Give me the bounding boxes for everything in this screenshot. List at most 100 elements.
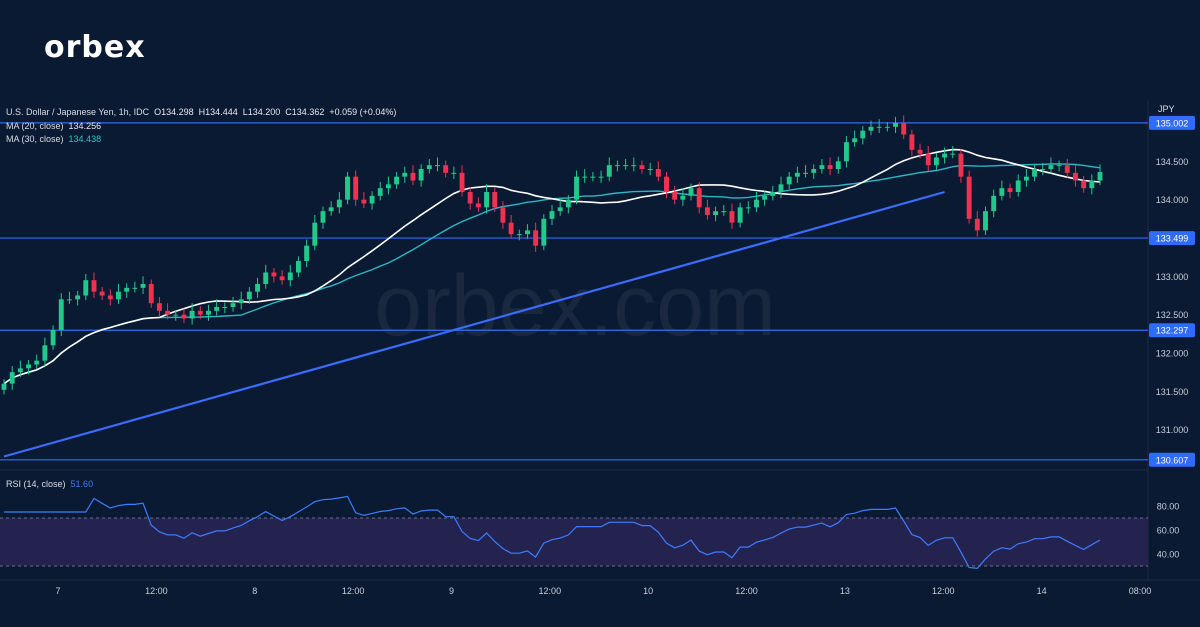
candle-body bbox=[214, 307, 220, 311]
candle-body bbox=[729, 211, 735, 223]
candle-body bbox=[525, 230, 530, 235]
candle-body bbox=[377, 188, 383, 196]
candle-body bbox=[116, 291, 121, 300]
candle-body bbox=[304, 245, 310, 261]
candle-body bbox=[1048, 165, 1054, 169]
candle-body bbox=[206, 310, 211, 315]
x-tick-label: 13 bbox=[840, 586, 850, 596]
candle-body bbox=[884, 126, 890, 128]
candle-body bbox=[107, 295, 113, 300]
candle-body bbox=[1032, 169, 1038, 177]
candle-body bbox=[165, 310, 171, 315]
candle-body bbox=[385, 184, 391, 189]
level-label: 130.607 bbox=[1156, 455, 1189, 465]
candle-body bbox=[819, 165, 825, 169]
candle-body bbox=[91, 280, 97, 292]
candle-body bbox=[443, 165, 449, 173]
candle-body bbox=[75, 295, 81, 300]
candle-body bbox=[66, 299, 72, 301]
candle-body bbox=[762, 195, 768, 200]
candle-body bbox=[843, 142, 849, 162]
candle-body bbox=[516, 234, 522, 236]
y-tick-label: 131.000 bbox=[1156, 425, 1189, 435]
candle-body bbox=[99, 291, 105, 296]
candle-body bbox=[893, 123, 898, 127]
candle-body bbox=[1023, 176, 1029, 181]
candle-body bbox=[402, 172, 408, 177]
x-tick-label: 10 bbox=[643, 586, 653, 596]
candle-body bbox=[17, 368, 23, 373]
trendline bbox=[3, 190, 945, 458]
ma30-legend: MA (30, close) 134.438 bbox=[6, 134, 101, 144]
candle-body bbox=[835, 161, 841, 169]
candle-body bbox=[189, 310, 195, 319]
rsi-tick-label: 40.00 bbox=[1157, 550, 1180, 560]
level-tag bbox=[1149, 323, 1195, 338]
candle-body bbox=[328, 207, 334, 212]
ohlc-high: H134.444 bbox=[198, 107, 238, 117]
candle-body bbox=[582, 176, 588, 178]
candle-body bbox=[639, 165, 645, 169]
candle-body bbox=[435, 165, 440, 167]
y-tick-label: 132.000 bbox=[1156, 349, 1189, 359]
candle-body bbox=[549, 211, 555, 219]
x-tick-label: 12:00 bbox=[539, 586, 562, 596]
candle-body bbox=[868, 126, 874, 131]
candle-body bbox=[966, 176, 972, 219]
candle-body bbox=[565, 199, 571, 208]
candle-body bbox=[246, 291, 252, 300]
candle-body bbox=[696, 188, 702, 208]
candle-body bbox=[500, 207, 506, 223]
candle-body bbox=[574, 176, 579, 200]
candle-body bbox=[623, 165, 629, 167]
ma20-legend: MA (20, close) 134.256 bbox=[6, 121, 101, 131]
ma30-value: 134.438 bbox=[68, 134, 102, 144]
candle-body bbox=[263, 272, 269, 284]
candle-body bbox=[811, 169, 817, 173]
candle-body bbox=[320, 211, 326, 223]
ohlc-open: O134.298 bbox=[154, 107, 194, 117]
candle-body bbox=[181, 314, 187, 319]
candle-body bbox=[34, 360, 40, 365]
candle-body bbox=[1040, 169, 1046, 170]
y-tick-label: 131.500 bbox=[1156, 387, 1189, 397]
candle-body bbox=[255, 284, 261, 292]
candle-body bbox=[50, 330, 56, 346]
candle-body bbox=[704, 207, 710, 215]
candle-body bbox=[459, 172, 465, 192]
candle-body bbox=[1015, 180, 1021, 192]
candle-body bbox=[590, 176, 596, 178]
rsi-value: 51.60 bbox=[70, 479, 94, 489]
candle-body bbox=[688, 188, 694, 196]
candle-body bbox=[394, 176, 400, 185]
candle-body bbox=[508, 222, 514, 235]
x-tick-label: 12:00 bbox=[735, 586, 758, 596]
ma20-line bbox=[3, 148, 1101, 385]
candle-body bbox=[426, 165, 432, 169]
candle-body bbox=[598, 176, 604, 178]
candle-body bbox=[369, 195, 375, 204]
candle-body bbox=[1081, 180, 1087, 189]
x-tick-label: 9 bbox=[449, 586, 454, 596]
x-tick-label: 08:00 bbox=[1129, 586, 1152, 596]
candle-body bbox=[1097, 172, 1103, 181]
level-label: 132.297 bbox=[1156, 326, 1189, 336]
candle-body bbox=[410, 172, 416, 181]
x-tick-label: 14 bbox=[1037, 586, 1047, 596]
candle-body bbox=[631, 165, 637, 167]
instrument-title: U.S. Dollar / Japanese Yen, 1h, IDC bbox=[6, 107, 150, 117]
candle-body bbox=[909, 134, 915, 150]
candle-body bbox=[467, 192, 473, 204]
candle-body bbox=[721, 211, 727, 213]
candle-body bbox=[672, 192, 678, 200]
y-tick-label: 134.000 bbox=[1156, 195, 1189, 205]
candle-body bbox=[222, 307, 228, 308]
rsi-line bbox=[4, 495, 1101, 570]
candle-body bbox=[230, 303, 236, 307]
rsi-label: RSI (14, close) bbox=[6, 479, 66, 489]
y-tick-label: 132.500 bbox=[1156, 310, 1189, 320]
candle-body bbox=[614, 165, 620, 167]
candle-body bbox=[492, 192, 498, 208]
candle-body bbox=[991, 195, 997, 212]
